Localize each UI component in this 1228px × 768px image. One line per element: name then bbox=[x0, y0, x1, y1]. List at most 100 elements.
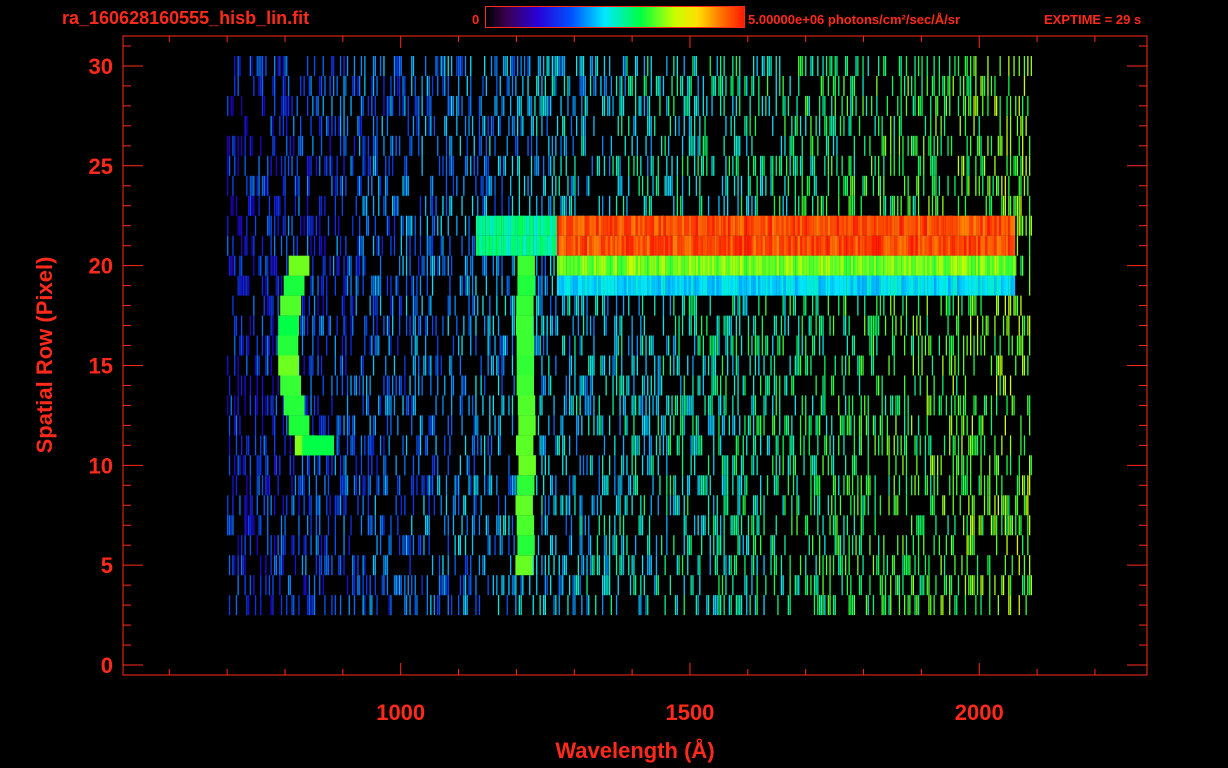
noise-pixel bbox=[341, 355, 343, 376]
noise-pixel bbox=[970, 515, 972, 536]
noise-pixel bbox=[350, 515, 352, 536]
noise-pixel bbox=[987, 555, 989, 576]
noise-pixel bbox=[270, 295, 272, 316]
noise-pixel bbox=[274, 255, 276, 276]
noise-pixel bbox=[515, 75, 517, 96]
noise-pixel bbox=[458, 495, 460, 516]
noise-pixel bbox=[1022, 355, 1024, 376]
noise-pixel bbox=[862, 495, 864, 516]
noise-pixel bbox=[506, 135, 508, 156]
band-emission bbox=[973, 235, 976, 256]
noise-pixel bbox=[824, 595, 826, 616]
noise-pixel bbox=[294, 475, 297, 496]
noise-pixel bbox=[798, 56, 800, 76]
noise-pixel bbox=[520, 595, 522, 616]
noise-pixel bbox=[454, 495, 456, 516]
noise-pixel bbox=[714, 75, 717, 96]
noise-pixel bbox=[504, 495, 507, 516]
noise-pixel bbox=[282, 215, 284, 236]
noise-pixel bbox=[855, 455, 857, 476]
noise-pixel bbox=[416, 275, 418, 296]
noise-pixel bbox=[513, 255, 515, 276]
noise-pixel bbox=[1004, 555, 1006, 576]
noise-pixel bbox=[411, 335, 413, 356]
noise-pixel bbox=[336, 75, 338, 96]
noise-pixel bbox=[322, 255, 324, 276]
noise-pixel bbox=[468, 235, 470, 256]
band-emission bbox=[853, 215, 856, 236]
noise-pixel bbox=[690, 575, 692, 596]
noise-pixel bbox=[435, 56, 437, 76]
noise-pixel bbox=[582, 75, 585, 96]
noise-pixel bbox=[758, 95, 760, 116]
noise-pixel bbox=[978, 175, 980, 196]
noise-pixel bbox=[780, 555, 783, 576]
noise-pixel bbox=[556, 315, 559, 336]
noise-pixel bbox=[405, 295, 408, 316]
noise-pixel bbox=[964, 475, 967, 496]
noise-pixel bbox=[261, 56, 264, 76]
noise-pixel bbox=[317, 355, 319, 376]
noise-pixel bbox=[277, 195, 279, 216]
noise-pixel bbox=[530, 115, 533, 136]
band-emission bbox=[688, 215, 692, 236]
noise-pixel bbox=[251, 175, 253, 196]
noise-pixel bbox=[369, 475, 371, 496]
noise-pixel bbox=[275, 255, 277, 276]
noise-pixel bbox=[621, 95, 623, 116]
noise-pixel bbox=[766, 56, 769, 76]
noise-pixel bbox=[242, 455, 245, 476]
noise-pixel bbox=[943, 435, 946, 456]
noise-pixel bbox=[970, 455, 972, 476]
band-emission bbox=[612, 235, 615, 256]
noise-pixel bbox=[582, 375, 585, 396]
noise-pixel bbox=[562, 555, 564, 576]
noise-pixel bbox=[378, 395, 380, 416]
noise-pixel bbox=[298, 195, 300, 216]
noise-pixel bbox=[551, 535, 553, 556]
band-emission bbox=[959, 215, 962, 236]
noise-pixel bbox=[543, 155, 545, 176]
noise-pixel bbox=[633, 355, 635, 376]
noise-pixel bbox=[916, 595, 918, 616]
noise-pixel bbox=[661, 415, 663, 436]
noise-pixel bbox=[631, 395, 633, 416]
noise-pixel bbox=[464, 375, 467, 396]
noise-pixel bbox=[357, 255, 359, 276]
noise-pixel bbox=[310, 155, 312, 176]
noise-pixel bbox=[263, 495, 265, 516]
noise-pixel bbox=[470, 575, 472, 596]
line-emission bbox=[515, 555, 533, 576]
noise-pixel bbox=[822, 555, 824, 576]
noise-pixel bbox=[888, 475, 890, 496]
noise-pixel bbox=[650, 555, 652, 576]
noise-pixel bbox=[411, 75, 413, 96]
noise-pixel bbox=[1022, 215, 1024, 236]
noise-pixel bbox=[1023, 56, 1026, 76]
band-emission bbox=[841, 235, 844, 256]
noise-pixel bbox=[631, 555, 633, 576]
noise-pixel bbox=[964, 575, 967, 596]
noise-pixel bbox=[346, 415, 349, 436]
band-emission bbox=[649, 235, 652, 256]
noise-pixel bbox=[260, 435, 262, 456]
noise-pixel bbox=[982, 315, 984, 336]
noise-pixel bbox=[237, 155, 239, 176]
noise-pixel bbox=[761, 335, 763, 356]
noise-pixel bbox=[357, 575, 359, 596]
noise-pixel bbox=[935, 95, 937, 116]
noise-pixel bbox=[648, 415, 651, 436]
noise-pixel bbox=[904, 75, 906, 96]
noise-pixel bbox=[232, 295, 234, 316]
noise-pixel bbox=[640, 155, 642, 176]
noise-pixel bbox=[562, 295, 564, 316]
noise-pixel bbox=[855, 95, 857, 116]
noise-pixel bbox=[492, 575, 494, 596]
noise-pixel bbox=[727, 355, 729, 376]
noise-pixel bbox=[543, 435, 545, 456]
noise-pixel bbox=[399, 135, 401, 156]
noise-pixel bbox=[994, 515, 996, 536]
noise-pixel bbox=[503, 335, 505, 356]
noise-pixel bbox=[478, 135, 481, 156]
noise-pixel bbox=[954, 515, 956, 536]
